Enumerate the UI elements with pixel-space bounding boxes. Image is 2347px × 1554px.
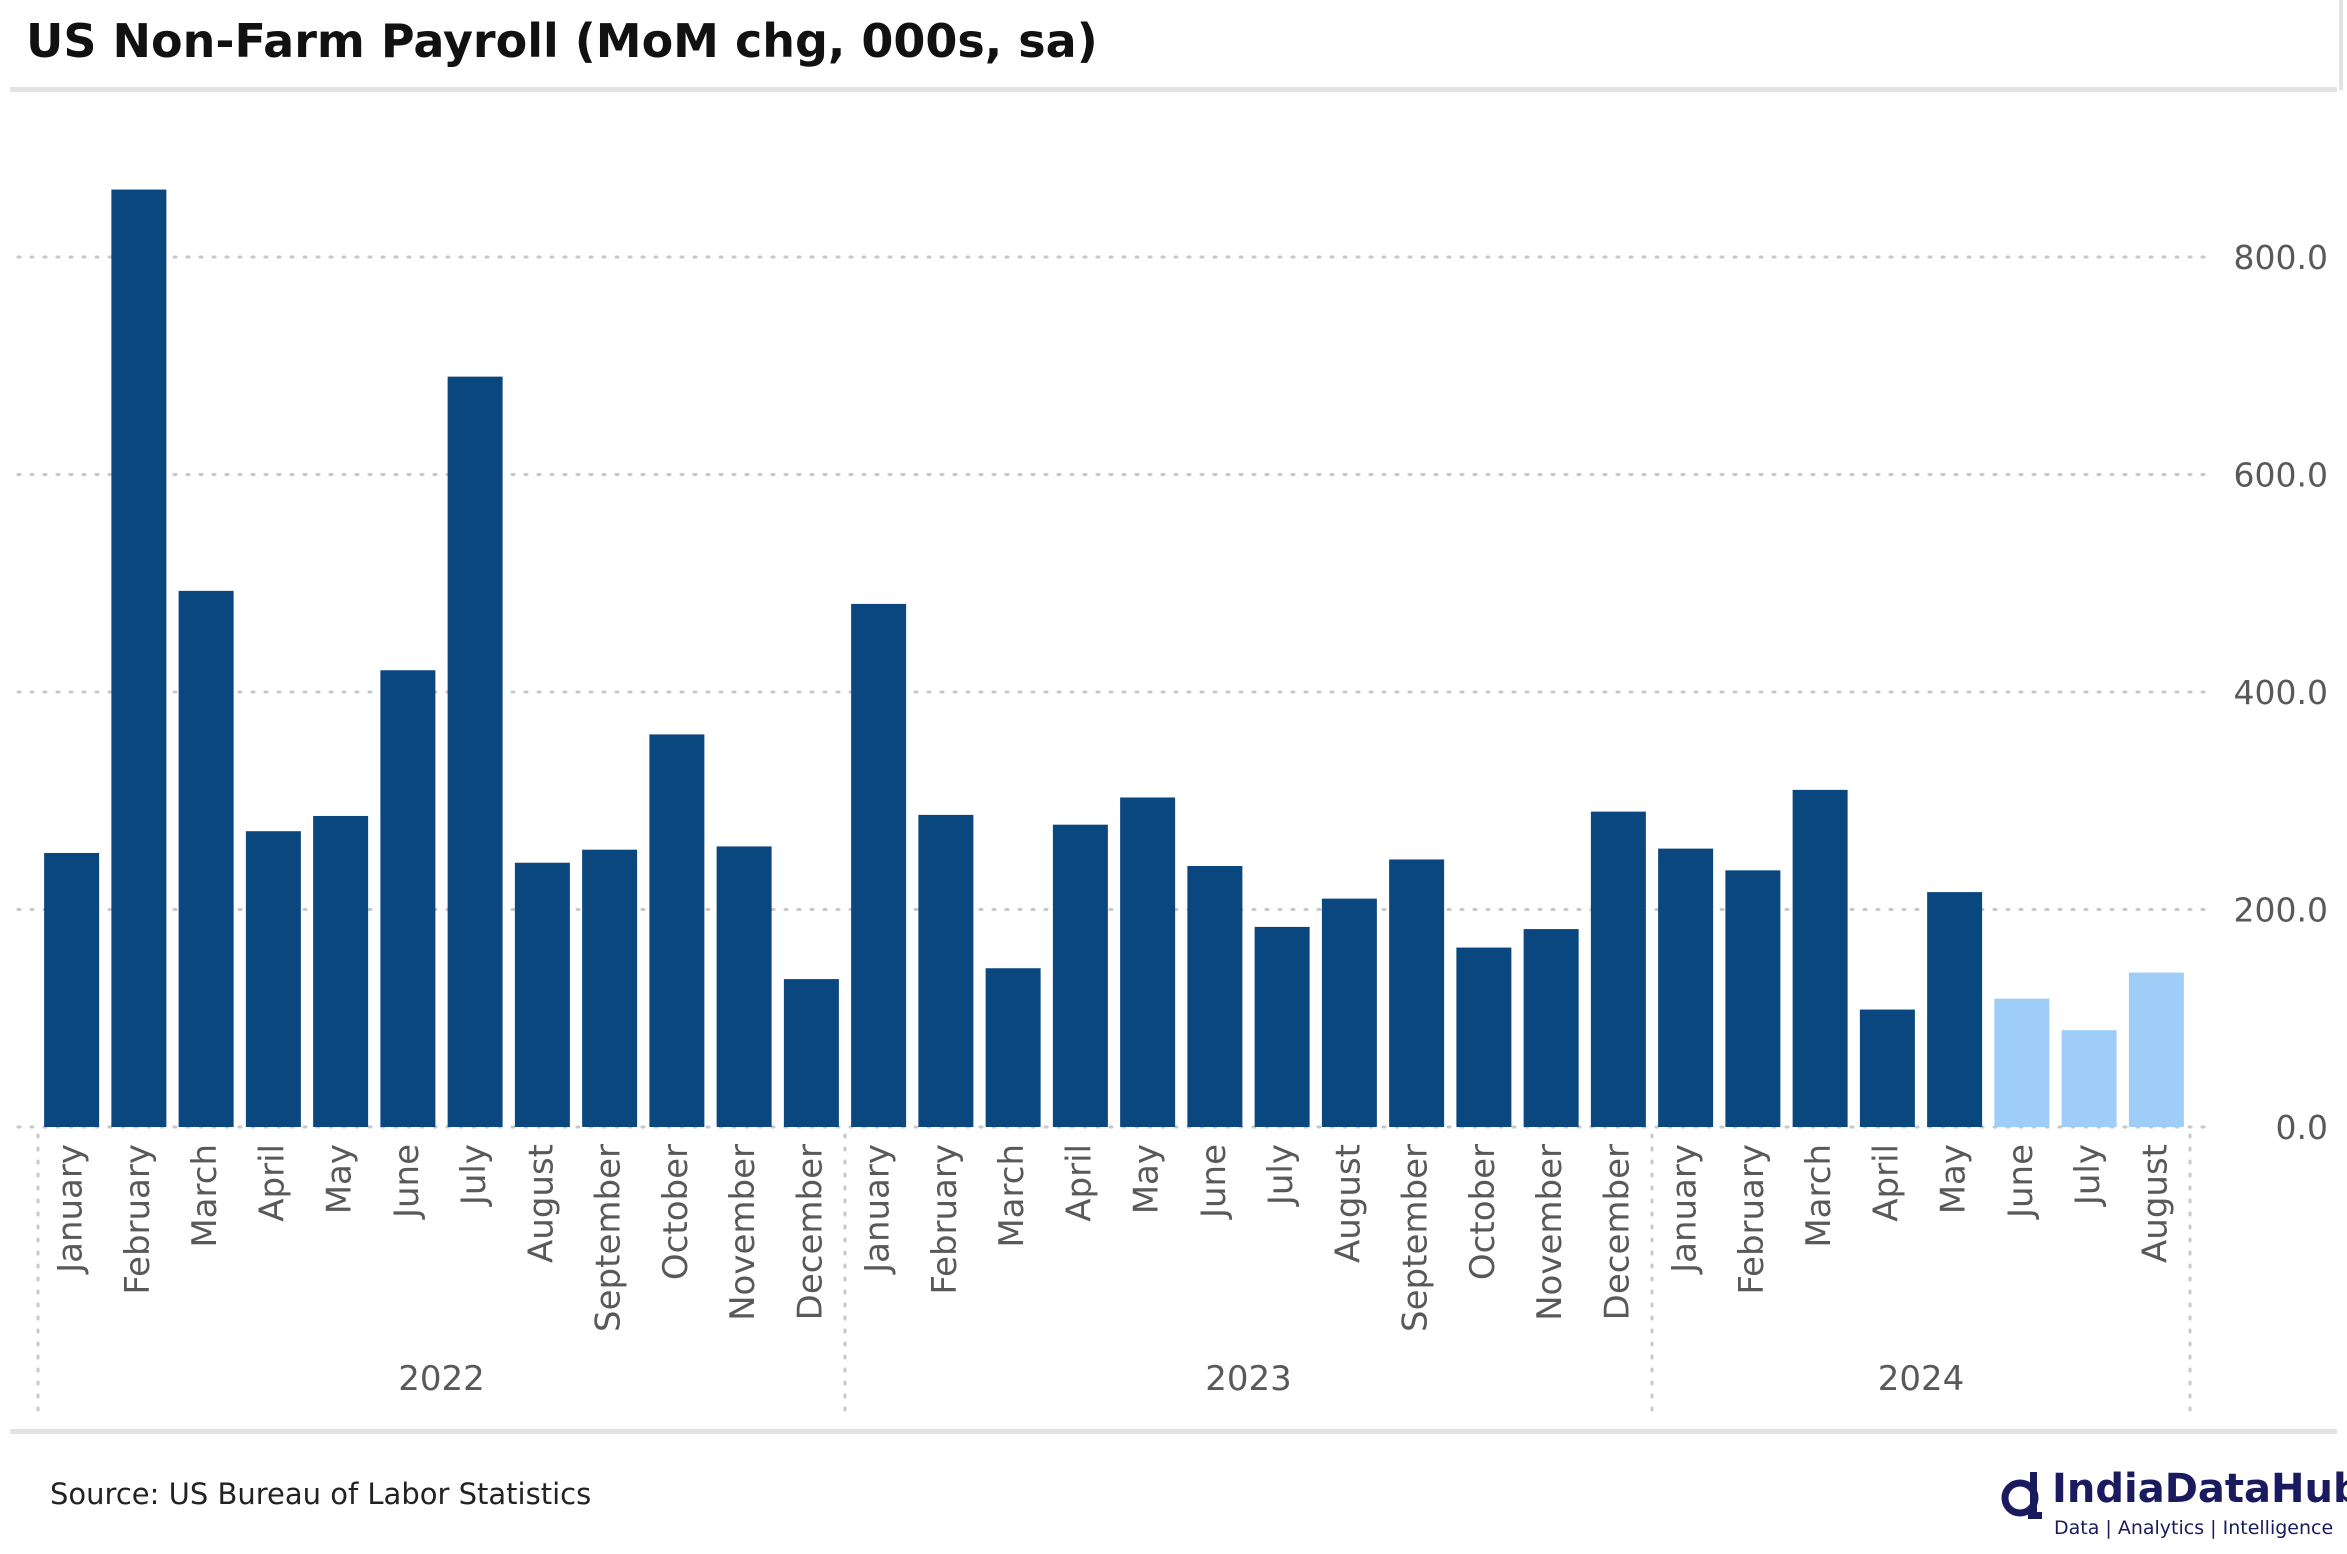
bar	[1321, 898, 1377, 1127]
bar	[111, 189, 167, 1127]
bar	[649, 734, 705, 1127]
year-groups: 2022 2023 2024	[36, 1133, 2192, 1412]
y-tick-label: 200.0	[2234, 891, 2328, 930]
year-group-label: 2024	[1878, 1359, 1965, 1399]
bar	[1523, 929, 1579, 1127]
x-tick-label: August	[521, 1144, 561, 1263]
bar	[1120, 797, 1176, 1127]
x-tick-label: June	[1194, 1144, 1234, 1220]
bar	[1254, 926, 1310, 1127]
x-tick-label: June	[387, 1144, 427, 1220]
x-tick-label: December	[790, 1144, 830, 1320]
bar	[313, 815, 369, 1127]
x-tick-label: May	[320, 1144, 360, 1214]
bar	[1456, 947, 1512, 1127]
x-tick-label: January	[1665, 1144, 1705, 1275]
bar	[447, 376, 503, 1127]
bar	[1052, 824, 1108, 1127]
x-tick-label: July	[454, 1144, 494, 1207]
bars	[44, 189, 2184, 1127]
x-tick-label: December	[1597, 1144, 1637, 1320]
x-tick-label: March	[992, 1144, 1032, 1248]
x-tick-label: July	[2068, 1144, 2108, 1207]
frame-edge	[2339, 0, 2343, 90]
year-group-label: 2022	[398, 1359, 485, 1399]
x-tick-label: November	[723, 1144, 763, 1321]
logo-name: IndiaDataHub	[2052, 1466, 2347, 1512]
y-axis-ticks: 0.0 200.0 400.0 600.0 800.0	[2234, 238, 2328, 1147]
bar	[380, 670, 436, 1127]
x-tick-label: April	[1059, 1144, 1099, 1222]
bar	[178, 590, 234, 1127]
x-tick-label: July	[1261, 1144, 1301, 1207]
bar	[1725, 870, 1781, 1127]
bar	[1994, 998, 2050, 1127]
bar	[2128, 972, 2184, 1127]
bottom-divider	[10, 1429, 2337, 1434]
logo-tagline: Data | Analytics | Intelligence	[2054, 1517, 2334, 1539]
x-tick-label: April	[252, 1144, 292, 1222]
bar	[716, 846, 772, 1127]
bar	[44, 852, 100, 1127]
y-tick-label: 800.0	[2234, 238, 2328, 277]
x-tick-label: August	[1328, 1144, 1368, 1263]
brand-logo: IndiaDataHub Data | Analytics | Intellig…	[2000, 1462, 2347, 1546]
bar	[851, 603, 907, 1127]
bar	[1187, 866, 1243, 1127]
bar	[1590, 811, 1646, 1127]
q-logo-icon	[2001, 1472, 2042, 1519]
x-tick-label: September	[589, 1144, 629, 1332]
bar	[582, 849, 638, 1127]
bar	[1658, 848, 1714, 1127]
x-tick-label: March	[1799, 1144, 1839, 1248]
x-tick-label: November	[1530, 1144, 1570, 1321]
x-tick-label: February	[925, 1144, 965, 1295]
chart-title: US Non-Farm Payroll (MoM chg, 000s, sa)	[26, 14, 1098, 68]
x-tick-label: February	[118, 1144, 158, 1295]
x-tick-label: April	[1866, 1144, 1906, 1222]
bar	[1927, 892, 1983, 1127]
y-tick-label: 400.0	[2234, 673, 2328, 712]
x-tick-label: January	[51, 1144, 91, 1275]
bar	[918, 814, 974, 1127]
x-tick-label: June	[2001, 1144, 2041, 1220]
bar	[1859, 1009, 1915, 1127]
bar	[783, 979, 839, 1127]
bar	[1389, 859, 1445, 1127]
x-tick-label: May	[1934, 1144, 1974, 1214]
x-tick-label: October	[1463, 1144, 1503, 1280]
top-divider	[10, 87, 2337, 92]
x-tick-label: March	[185, 1144, 225, 1248]
y-tick-label: 600.0	[2234, 456, 2328, 495]
bar	[514, 862, 570, 1127]
x-tick-label: January	[858, 1144, 898, 1275]
bar-chart: 0.0 200.0 400.0 600.0 800.0 January February M…	[16, 189, 2328, 1412]
bar	[245, 831, 301, 1127]
x-tick-label: October	[656, 1144, 696, 1280]
x-tick-label: September	[1396, 1144, 1436, 1332]
year-group-label: 2023	[1205, 1359, 1292, 1399]
bar	[985, 968, 1041, 1127]
x-axis-ticks: January February March April May June July Augu…	[51, 1144, 2176, 1332]
x-tick-label: August	[2135, 1144, 2175, 1263]
bar	[1792, 789, 1848, 1127]
x-tick-label: February	[1732, 1144, 1772, 1295]
x-tick-label: May	[1127, 1144, 1167, 1214]
bar	[2061, 1030, 2117, 1127]
y-tick-label: 0.0	[2276, 1108, 2328, 1147]
source-note: Source: US Bureau of Labor Statistics	[50, 1477, 592, 1511]
